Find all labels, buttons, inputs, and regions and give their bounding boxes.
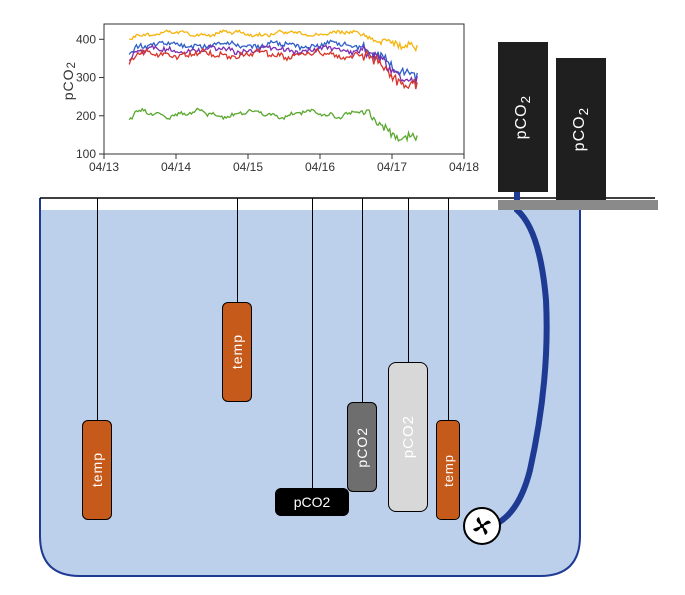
sensor-pco2: pCO2	[275, 488, 349, 516]
svg-text:200: 200	[76, 109, 96, 123]
analyzer-box: pCO2	[556, 58, 606, 200]
svg-text:04/15: 04/15	[233, 160, 263, 174]
svg-text:300: 300	[76, 71, 96, 85]
sensor-wire	[408, 198, 409, 362]
sensor-wire	[448, 198, 449, 420]
sensor-wire	[362, 198, 363, 402]
sensor-pco2: pCO2	[388, 362, 428, 512]
sensor-pco2: pCO2	[347, 402, 377, 492]
sensor-temp: temp	[436, 420, 460, 520]
svg-text:04/17: 04/17	[377, 160, 407, 174]
sensor-temp: temp	[82, 420, 112, 520]
instrument-platform	[498, 200, 658, 210]
circulation-pump	[463, 507, 501, 545]
analyzer-box: pCO2	[498, 42, 548, 192]
sensor-wire	[312, 198, 313, 488]
chart-y-axis-label: pCO2	[60, 61, 78, 103]
diagram-root: { "canvas": { "w": 685, "h": 595, "bg": …	[0, 0, 685, 595]
svg-text:04/16: 04/16	[305, 160, 335, 174]
fan-icon	[470, 514, 494, 538]
svg-text:04/13: 04/13	[89, 160, 119, 174]
svg-text:04/14: 04/14	[161, 160, 191, 174]
sensor-wire	[97, 198, 98, 420]
svg-text:100: 100	[76, 147, 96, 161]
sensor-wire	[237, 198, 238, 302]
timeseries-chart: 100 200 300 400 04/13 04/14 04/15 04/16 04/17 04/…	[76, 24, 479, 174]
svg-text:04/18: 04/18	[449, 160, 479, 174]
sensor-temp: temp	[222, 302, 252, 402]
svg-text:400: 400	[76, 32, 96, 46]
chart-series	[129, 108, 417, 140]
